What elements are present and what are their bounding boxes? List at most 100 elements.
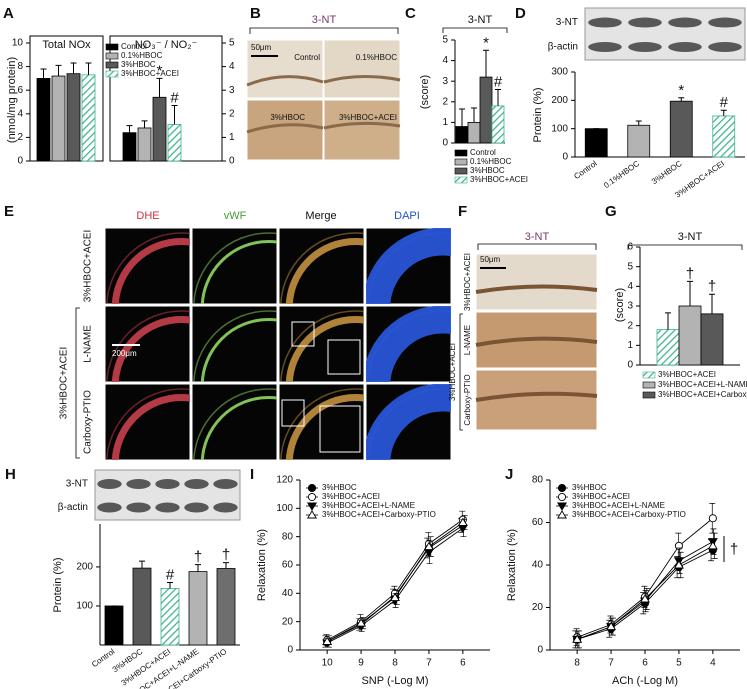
y-tick-label: 80 (282, 531, 294, 542)
y-tick-label: 5 (229, 38, 235, 49)
x-tick-label: 4 (710, 658, 716, 669)
vessel-wall (111, 238, 190, 304)
y-tick-label: 5 (442, 35, 448, 46)
annotation: # (494, 73, 503, 90)
legend-swatch (105, 43, 119, 51)
bar (132, 567, 152, 646)
blot-band (155, 502, 180, 513)
series-line (576, 517, 714, 638)
legend-swatch (105, 52, 119, 60)
legend-marker (557, 492, 567, 502)
blot-band (97, 502, 122, 513)
x-tick-label: 7 (426, 658, 432, 669)
vessel-wall (106, 388, 190, 460)
annotation: * (157, 62, 163, 79)
bar (81, 74, 96, 162)
y-tick-label: 4 (229, 61, 235, 72)
blot-band (708, 42, 742, 52)
x-tick-label: 6 (460, 658, 466, 669)
legend-swatch (454, 158, 468, 166)
point (708, 514, 717, 523)
y-tick-label: 3 (442, 76, 448, 87)
error-bar (635, 120, 642, 126)
bar (160, 588, 180, 646)
y-tick-label: 60 (532, 517, 544, 528)
bracket (442, 27, 508, 33)
column-label: DAPI (394, 210, 420, 222)
y-tick-label: 10 (12, 38, 24, 49)
annotation: † (730, 541, 738, 558)
bar (104, 605, 124, 646)
legend-marker (557, 483, 567, 493)
y-tick-label: 6 (627, 242, 633, 253)
error-bar (495, 88, 501, 106)
bar (66, 73, 81, 162)
bar (122, 132, 137, 162)
group-label: 3%HBOC+ACEI (448, 343, 457, 401)
legend-swatch (454, 176, 468, 184)
row-label: 3%HBOC+ACEI (463, 253, 472, 311)
vessel-wall (366, 228, 451, 304)
blot-band (126, 479, 151, 489)
blot-band (628, 42, 662, 52)
y-tick-label: 4 (627, 281, 633, 292)
panel-letter: G (605, 203, 617, 220)
legend-swatch (105, 61, 119, 69)
y-tick-label: 1 (627, 340, 633, 351)
vessel-wall (280, 310, 364, 382)
inset-box (327, 339, 361, 375)
bar (669, 100, 693, 158)
y-tick-label: 0 (442, 138, 448, 149)
blot-band (213, 479, 238, 489)
y-tick-label: 200 (551, 95, 568, 106)
series-line (326, 522, 464, 642)
blot-label: β-actin (548, 42, 578, 53)
legend-swatch (105, 70, 119, 78)
vessel-wall (366, 306, 451, 382)
vessel-wall (367, 232, 451, 304)
bar (678, 305, 702, 366)
y-tick-label: 1 (229, 132, 235, 143)
panel-letter: J (505, 466, 513, 483)
vessel-wall (366, 384, 451, 460)
legend-label: 3%HBOC (121, 60, 156, 69)
row-label: Carboxy-PTIO (83, 390, 94, 454)
bar (188, 571, 208, 646)
blot-band (668, 42, 702, 52)
vessel-wall (193, 388, 277, 460)
error-bar (141, 120, 148, 128)
y-axis-label: Protein (%) (532, 87, 544, 142)
error-bar (85, 62, 92, 75)
y-tick-label: 80 (532, 475, 544, 486)
blot-band (628, 17, 662, 28)
blot-label: β-actin (58, 502, 88, 513)
annotation: † (194, 549, 202, 566)
bracket (75, 307, 80, 459)
y-tick-label: 60 (282, 560, 294, 571)
legend-label: 3%HBOC+ACEI (572, 492, 630, 501)
tissue (475, 284, 598, 402)
vessel-wall (285, 394, 364, 460)
y-tick-label: 4 (442, 55, 448, 66)
y-tick-label: 3 (229, 85, 235, 96)
legend-label: 0.1%HBOC (470, 157, 512, 166)
bar (167, 124, 182, 162)
micrograph (475, 253, 598, 311)
scale-label: 200μm (112, 349, 137, 358)
error-bar (678, 97, 685, 102)
y-axis-label: Relaxation (%) (256, 529, 268, 601)
legend-label: 3%HBOC+ACEI+L-NAME (322, 501, 415, 510)
inset-box (319, 405, 361, 453)
y-tick-label: 8 (17, 61, 23, 72)
y-tick-label: 40 (532, 560, 544, 571)
error-bar (687, 280, 693, 306)
y-tick-label: 2 (17, 132, 23, 143)
row-label: 3%HBOC+ACEI (83, 230, 94, 303)
vessel-wall (106, 310, 190, 382)
error-bar (471, 107, 477, 123)
y-tick-label: 0 (17, 156, 23, 167)
y-tick-label: 20 (532, 602, 544, 613)
blot-band (97, 479, 122, 489)
legend-label: 3%HBOC+ACEI (121, 69, 179, 78)
column-label: Merge (305, 210, 336, 222)
